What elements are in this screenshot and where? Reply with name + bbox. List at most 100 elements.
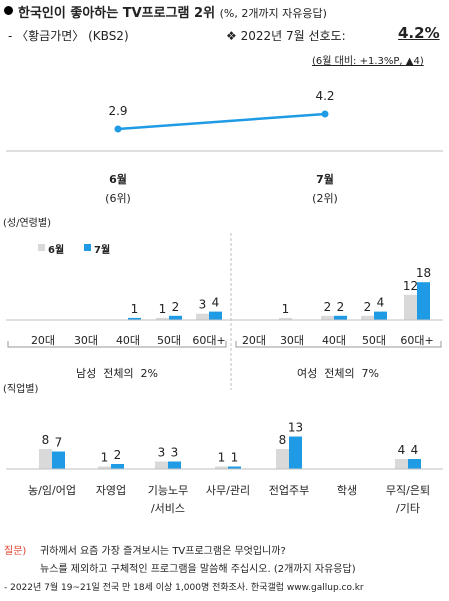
trend-point [321,110,329,118]
trend-chart: 2.9 4.2 [108,89,335,133]
legend-june-swatch [38,244,45,251]
bar-july [289,436,302,469]
trend-x-label-july: 7월 [316,173,334,186]
bar-july [374,311,387,320]
bar-value-label: 2 [324,300,332,314]
category-label: 자영업 [96,484,126,497]
bar-june [98,466,111,469]
category-label: 사무/관리 [206,484,250,497]
category-label: 60대+ [192,334,225,347]
category-label: 기능노무 [148,484,188,497]
category-label: 40대 [116,334,140,347]
bar-value-label: 1 [159,302,167,316]
trend-x-label-june: 6월 [109,173,127,186]
category-label: 30대 [74,334,98,347]
trend-line [117,112,326,131]
female-bracket [235,341,442,348]
bar-value-label: 3 [171,446,179,460]
category-label: 40대 [322,334,346,347]
bar-value-label: 2 [337,300,345,314]
legend-july-swatch [84,244,91,251]
bar-june [321,315,334,320]
category-label: 50대 [157,334,181,347]
bar-value-label: 1 [231,451,239,465]
bar-value-label: 2 [172,300,180,314]
bar-value-label: 4 [411,443,419,457]
bar-value-label: 8 [279,433,287,447]
program-name: - 〈황금가면〉 (KBS2) [8,29,129,43]
bar-value-label: 4 [377,296,385,310]
category-label: 50대 [362,334,386,347]
bar-value-label: 1 [131,302,139,316]
bar-july [52,451,65,469]
bar-value-label: 4 [398,443,406,457]
bar-value-label: 3 [158,446,166,460]
bar-july [417,282,430,320]
rating-value: 4.2% [398,24,440,42]
bar-value-label: 12 [403,279,418,293]
bar-value-label: 1 [218,451,226,465]
bar-value-label: 2 [114,448,122,462]
bar-june [276,449,289,469]
bar-july [209,311,222,320]
job-section-label: (직업별) [3,384,39,395]
legend-june-label: 6월 [48,245,65,256]
category-label: 30대 [280,334,304,347]
category-label: /서비스 [151,502,185,515]
category-label: 60대+ [400,334,433,347]
bullet-icon [4,6,13,15]
trend-x-sub-june: (6위) [105,192,131,205]
bar-july [128,317,141,320]
male-bracket [7,341,227,348]
bar-july [408,459,421,469]
demo-section-label: (성/연령별) [3,218,51,229]
bar-june [155,461,168,469]
bar-july [169,315,182,320]
bar-value-label: 8 [42,433,50,447]
bar-june [156,317,169,320]
trend-x-sub-july: (2위) [312,192,338,205]
trend-point [114,125,122,133]
bar-june [395,459,408,469]
source-note: - 2022년 7월 19~21일 전국 만 18세 이상 1,000명 전화조… [4,583,364,593]
trend-value-label: 4.2 [315,89,334,103]
bar-value-label: 7 [55,436,63,450]
bar-july [168,461,181,469]
bar-value-label: 3 [199,298,207,312]
bar-june [279,317,292,320]
bar-june [404,294,417,320]
bar-july [111,464,124,469]
bar-july [228,466,241,469]
category-label: 무직/은퇴 [386,484,430,497]
category-label: 20대 [242,334,266,347]
category-label: /기타 [396,502,420,515]
category-label: 농/임/어업 [28,484,76,497]
bar-value-label: 2 [364,300,372,314]
female-group-label: 여성 전체의 7% [293,365,383,381]
question-line-1: 귀하께서 요즘 가장 즐겨보시는 TV프로그램은 무엇입니까? [40,546,286,557]
bar-value-label: 18 [416,266,431,280]
male-group-label: 남성 전체의 2% [72,365,162,381]
bar-value-label: 1 [282,302,290,316]
bar-value-label: 4 [212,296,220,310]
rating-change: (6월 대비: +1.3%P, ▲4) [312,56,424,67]
trend-value-label: 2.9 [108,104,127,118]
bar-june [39,449,52,469]
bar-july [334,315,347,320]
title-note: (%, 2개까지 자유응답) [219,7,327,20]
question-tag: 질문) [4,546,27,557]
rating-label: ❖ 2022년 7월 선호도: [226,29,346,43]
bar-value-label: 13 [288,421,303,435]
legend-july-label: 7월 [94,245,111,256]
page-title: 한국인이 좋아하는 TV프로그램 2위 (%, 2개까지 자유응답) [18,2,327,21]
bar-june [215,466,228,469]
bar-value-label: 1 [101,451,109,465]
category-label: 전업주부 [269,484,309,497]
category-label: 20대 [31,334,55,347]
category-label: 학생 [337,484,357,497]
question-line-2: 뉴스를 제외하고 구체적인 프로그램을 말씀해 주십시오. (2개까지 자유응답… [40,564,356,575]
bar-june [361,315,374,320]
